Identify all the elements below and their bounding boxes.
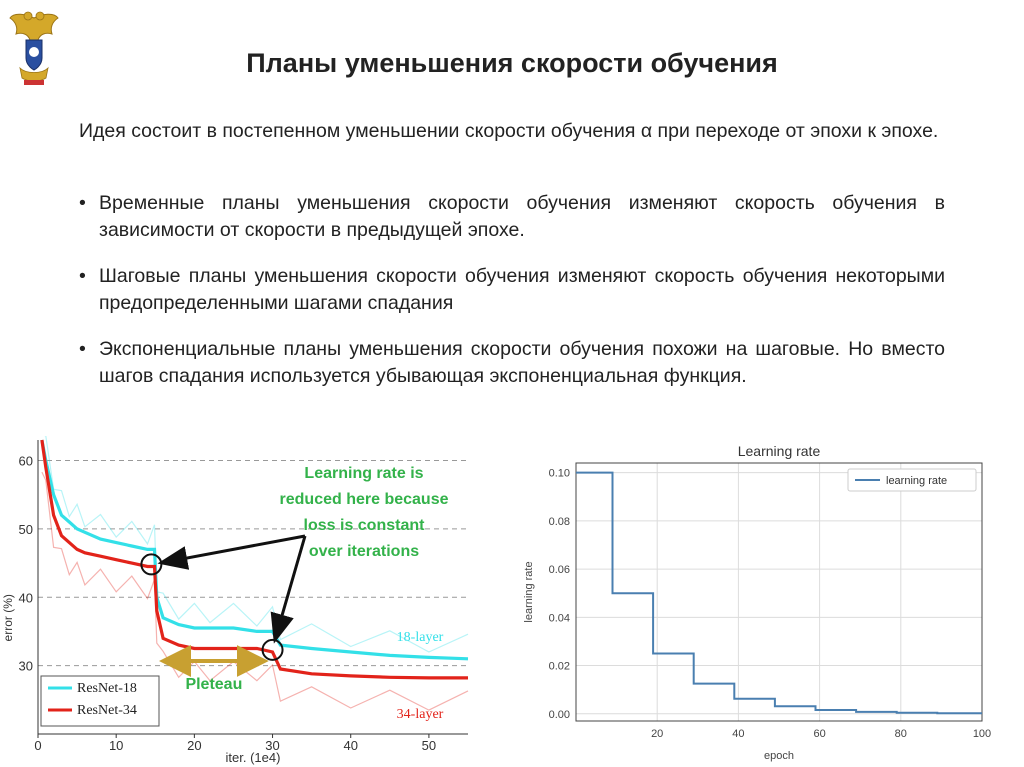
intro-paragraph: Идея состоит в постепенном уменьшении ск… [79, 120, 939, 142]
emblem-logo [9, 11, 59, 85]
y-tick-label: 0.06 [549, 564, 570, 576]
callout-text-line: reduced here because [280, 491, 449, 508]
callout-text-line: Learning rate is [304, 465, 423, 482]
x-tick-label: 40 [732, 728, 744, 740]
callout-arrow-1 [157, 534, 306, 570]
bullet-time-based: Временные планы уменьшения скорости обуч… [79, 190, 945, 244]
legend-label: learning rate [886, 475, 947, 487]
slide-title: Планы уменьшения скорости обучения [246, 48, 778, 78]
bullet-exponential: Экспоненциальные планы уменьшения скорос… [79, 336, 945, 390]
y-tick-label: 40 [19, 590, 33, 605]
plot-frame-border [575, 462, 983, 722]
series-resnet-34-line [40, 439, 468, 680]
bullet-step-based: Шаговые планы уменьшения скорости обучен… [79, 263, 945, 317]
y-tick-label: 0.10 [549, 468, 570, 480]
legend-label: ResNet-18 [77, 681, 137, 696]
y-axis-label: learning rate [523, 561, 535, 622]
legend-label: ResNet-34 [77, 703, 137, 718]
lr-chart-title: Learning rate [738, 443, 821, 459]
y-tick-label: 50 [19, 522, 33, 537]
x-axis-label: iter. (1e4) [226, 750, 281, 765]
callout-text-line: loss is constant [304, 517, 426, 534]
callout-arrow-2 [270, 535, 307, 644]
y-tick-label: 0.00 [549, 709, 570, 721]
learning-rate-chart: Learning rate 0.00 0.02 0.04 0.06 0.08 0.10 20 4… [523, 443, 991, 762]
series-resnet-18-line [40, 439, 469, 661]
x-tick-label: 100 [973, 728, 991, 740]
x-tick-label: 60 [813, 728, 825, 740]
y-tick-label: 0.08 [549, 516, 570, 528]
y-axis-label: error (%) [1, 594, 15, 641]
y-tick-label: 0.02 [549, 661, 570, 673]
x-tick-label: 30 [265, 738, 279, 753]
legend-box [40, 675, 160, 727]
plot-frame [575, 462, 983, 722]
series-resnet-18-train-line [44, 436, 469, 653]
resnet-error-chart: 30 40 50 60 0 10 20 30 40 50 iter. (1e4) error (%) L… [1, 436, 469, 765]
legend-box [847, 468, 977, 492]
callout-text-line: over iterations [309, 543, 419, 560]
x-tick-label: 0 [34, 738, 41, 753]
x-tick-label: 20 [651, 728, 663, 740]
x-axis-label: epoch [764, 750, 794, 762]
y-tick-label: 60 [19, 454, 33, 469]
x-tick-label: 40 [343, 738, 357, 753]
callout-text: Learning rate is reduced here because loss… [280, 465, 449, 560]
x-tick-label: 20 [187, 738, 201, 753]
label-18-layer: 18-layer [397, 630, 444, 645]
y-tick-label: 30 [19, 659, 33, 674]
x-tick-label: 80 [895, 728, 907, 740]
x-tick-label: 10 [109, 738, 123, 753]
plateau-label: Pleteau [185, 676, 242, 693]
x-tick-label: 50 [422, 738, 436, 753]
label-34-layer: 34-layer [397, 707, 444, 722]
y-tick-label: 0.04 [549, 612, 570, 624]
series-learning-rate-line [576, 471, 982, 715]
